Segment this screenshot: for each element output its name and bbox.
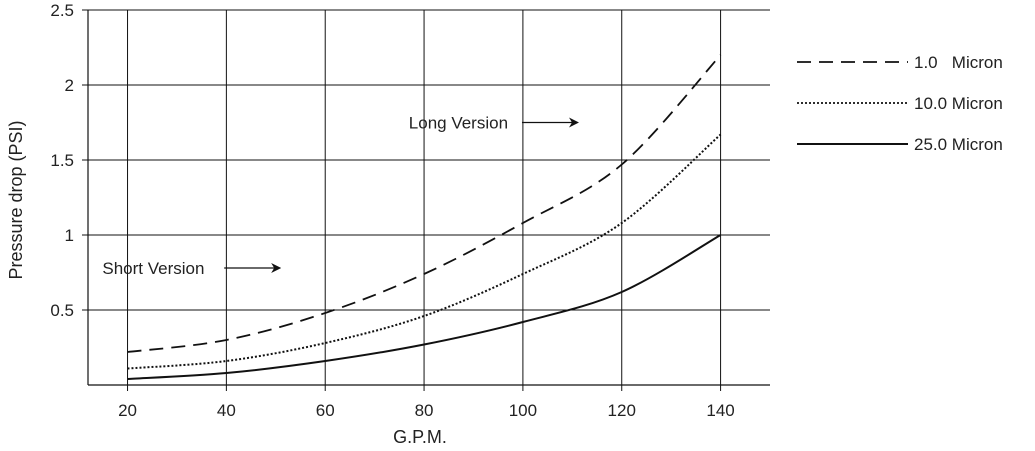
legend-label: 25.0 Micron [914,135,1003,154]
legend-label: 10.0 Micron [914,94,1003,113]
chart-legend: 1.0 Micron 10.0 Micron 25.0 Micron [797,53,1003,154]
y-tick-label: 0.5 [50,301,74,320]
y-tick-label: 1.5 [50,151,74,170]
series-line-3 [127,234,722,380]
x-tick-label: 20 [118,401,137,420]
chart-grid [82,9,770,391]
y-axis-title: Pressure drop (PSI) [6,120,26,279]
chart-series [127,54,722,380]
legend-label: 1.0 Micron [914,53,1003,72]
annotation-label: Long Version [409,114,508,133]
x-tick-label: 40 [217,401,236,420]
series-line-1 [127,54,722,353]
x-tick-label: 140 [706,401,734,420]
x-tick-label: 60 [316,401,335,420]
chart-annotations: Long Version Short Version [102,114,579,278]
x-axis-title: G.P.M. [393,427,447,447]
annotation-label: Short Version [102,259,204,278]
chart-ticks: 20 40 60 80 100 120 140 0.5 1 1.5 2 2.5 [50,1,734,420]
y-tick-label: 2.5 [50,1,74,20]
y-tick-label: 1 [65,226,74,245]
x-tick-label: 120 [608,401,636,420]
x-tick-label: 100 [509,401,537,420]
y-tick-label: 2 [65,76,74,95]
x-tick-label: 80 [415,401,434,420]
series-line-2 [127,133,722,370]
